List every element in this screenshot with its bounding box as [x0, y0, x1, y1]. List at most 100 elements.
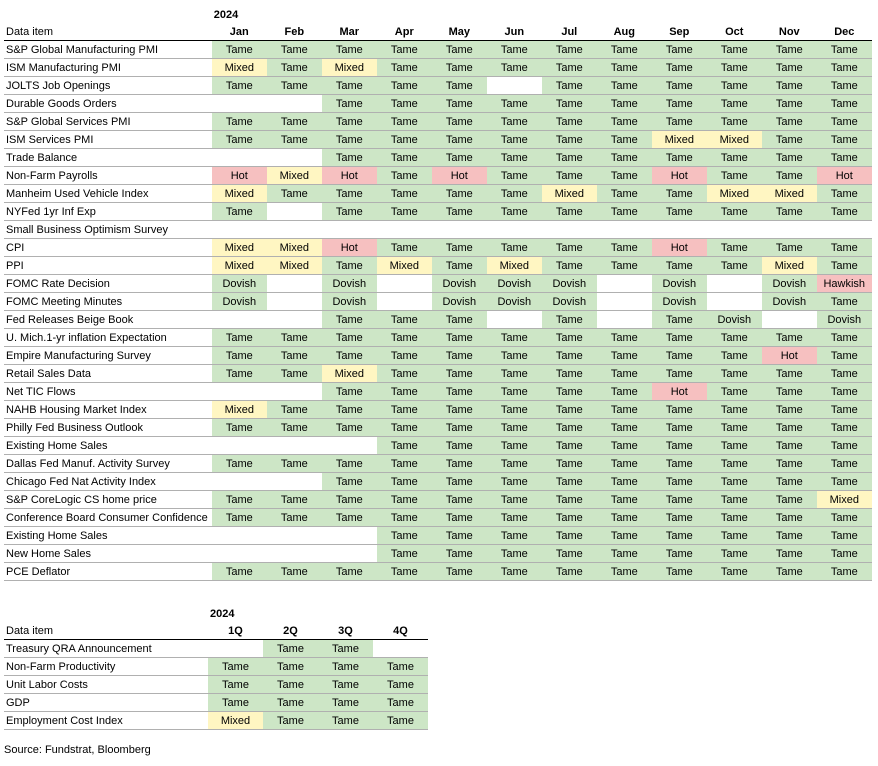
heatmap-cell: Tame: [487, 41, 542, 59]
heatmap-cell: Tame: [322, 491, 377, 509]
heatmap-cell: Tame: [322, 185, 377, 203]
row-label: Manheim Used Vehicle Index: [4, 185, 212, 203]
monthly-col-header: Feb: [267, 23, 322, 41]
heatmap-cell: [267, 311, 322, 329]
heatmap-cell: Tame: [322, 419, 377, 437]
monthly-col-header: Oct: [707, 23, 762, 41]
heatmap-cell: Dovish: [817, 311, 872, 329]
heatmap-cell: Tame: [377, 401, 432, 419]
heatmap-cell: Hot: [817, 167, 872, 185]
heatmap-cell: Tame: [707, 437, 762, 455]
heatmap-cell: Tame: [212, 347, 267, 365]
heatmap-cell: Tame: [652, 563, 707, 581]
heatmap-cell: Tame: [597, 509, 652, 527]
table-row: ISM Manufacturing PMIMixedTameMixedTameT…: [4, 59, 872, 77]
heatmap-cell: Tame: [652, 527, 707, 545]
heatmap-cell: Dovish: [322, 293, 377, 311]
table-row: Chicago Fed Nat Activity IndexTameTameTa…: [4, 473, 872, 491]
monthly-col-header: Apr: [377, 23, 432, 41]
heatmap-cell: Tame: [707, 545, 762, 563]
heatmap-cell: Tame: [487, 203, 542, 221]
heatmap-cell: Tame: [652, 437, 707, 455]
heatmap-cell: Tame: [597, 545, 652, 563]
heatmap-cell: Tame: [487, 455, 542, 473]
heatmap-cell: Tame: [487, 401, 542, 419]
heatmap-cell: Tame: [707, 149, 762, 167]
heatmap-cell: Mixed: [707, 131, 762, 149]
heatmap-cell: [817, 221, 872, 239]
table-row: Non-Farm ProductivityTameTameTameTame: [4, 658, 428, 676]
heatmap-cell: Tame: [817, 527, 872, 545]
heatmap-cell: Tame: [212, 329, 267, 347]
row-label: Unit Labor Costs: [4, 676, 208, 694]
row-label: Existing Home Sales: [4, 527, 212, 545]
heatmap-cell: Tame: [267, 131, 322, 149]
heatmap-cell: Tame: [652, 149, 707, 167]
heatmap-cell: Tame: [432, 311, 487, 329]
heatmap-cell: Tame: [542, 365, 597, 383]
row-label: FOMC Rate Decision: [4, 275, 212, 293]
heatmap-cell: Tame: [762, 473, 817, 491]
heatmap-cell: Tame: [597, 185, 652, 203]
heatmap-cell: Tame: [487, 329, 542, 347]
heatmap-cell: Tame: [542, 257, 597, 275]
heatmap-cell: Tame: [652, 347, 707, 365]
table-row: S&P CoreLogic CS home priceTameTameTameT…: [4, 491, 872, 509]
quarterly-col-header: 2Q: [263, 622, 318, 640]
heatmap-cell: Tame: [322, 509, 377, 527]
heatmap-cell: Tame: [377, 203, 432, 221]
heatmap-cell: [267, 275, 322, 293]
row-label: New Home Sales: [4, 545, 212, 563]
heatmap-cell: Tame: [432, 113, 487, 131]
heatmap-cell: Tame: [707, 527, 762, 545]
heatmap-cell: Tame: [597, 473, 652, 491]
table-row: Treasury QRA AnnouncementTameTame: [4, 640, 428, 658]
heatmap-cell: Tame: [432, 203, 487, 221]
heatmap-cell: Tame: [487, 113, 542, 131]
heatmap-cell: Tame: [432, 563, 487, 581]
heatmap-cell: Tame: [318, 712, 373, 730]
heatmap-cell: Tame: [597, 455, 652, 473]
heatmap-cell: Tame: [652, 59, 707, 77]
heatmap-cell: Tame: [542, 347, 597, 365]
heatmap-cell: Dovish: [762, 275, 817, 293]
heatmap-cell: Tame: [373, 676, 428, 694]
heatmap-cell: Tame: [652, 401, 707, 419]
heatmap-cell: Tame: [432, 239, 487, 257]
row-label: Employment Cost Index: [4, 712, 208, 730]
heatmap-cell: Tame: [597, 203, 652, 221]
heatmap-cell: Mixed: [762, 257, 817, 275]
heatmap-cell: [212, 383, 267, 401]
monthly-col-header: Sep: [652, 23, 707, 41]
heatmap-cell: Tame: [432, 509, 487, 527]
heatmap-cell: Dovish: [652, 293, 707, 311]
heatmap-cell: [267, 203, 322, 221]
heatmap-cell: Mixed: [212, 59, 267, 77]
heatmap-cell: Tame: [707, 383, 762, 401]
heatmap-cell: Tame: [762, 491, 817, 509]
heatmap-cell: Tame: [542, 239, 597, 257]
heatmap-cell: Tame: [817, 383, 872, 401]
heatmap-cell: Dovish: [542, 275, 597, 293]
heatmap-cell: Tame: [542, 401, 597, 419]
heatmap-cell: Tame: [267, 59, 322, 77]
heatmap-cell: Tame: [487, 185, 542, 203]
table-row: Small Business Optimism Survey: [4, 221, 872, 239]
heatmap-cell: Tame: [432, 365, 487, 383]
heatmap-cell: [707, 221, 762, 239]
heatmap-cell: Tame: [817, 131, 872, 149]
table-row: GDPTameTameTameTame: [4, 694, 428, 712]
heatmap-cell: Tame: [597, 401, 652, 419]
heatmap-cell: Tame: [432, 383, 487, 401]
heatmap-cell: [762, 221, 817, 239]
heatmap-cell: Tame: [707, 203, 762, 221]
heatmap-cell: Dovish: [212, 275, 267, 293]
heatmap-cell: Tame: [762, 239, 817, 257]
heatmap-cell: Tame: [208, 694, 263, 712]
heatmap-cell: Tame: [762, 527, 817, 545]
heatmap-cell: Tame: [263, 676, 318, 694]
heatmap-cell: Tame: [597, 59, 652, 77]
heatmap-cell: Tame: [597, 113, 652, 131]
row-label: Small Business Optimism Survey: [4, 221, 212, 239]
heatmap-cell: Tame: [487, 95, 542, 113]
